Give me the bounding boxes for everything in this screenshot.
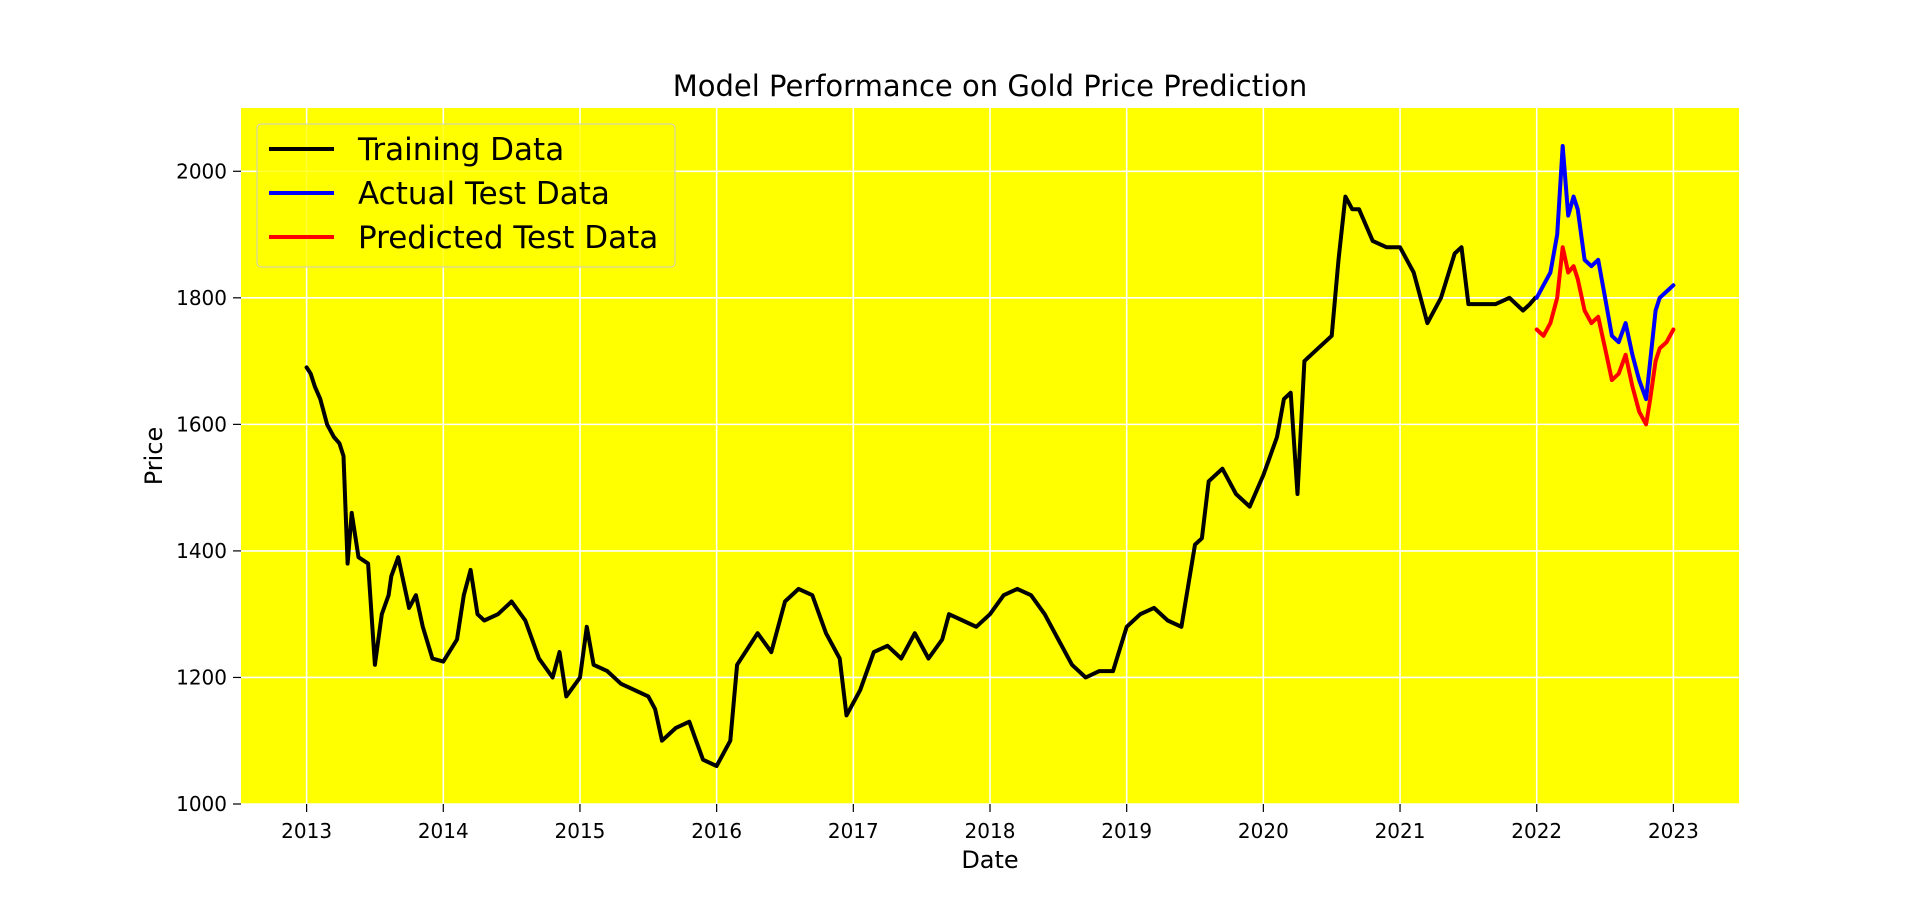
x-tick-label: 2017 — [828, 819, 879, 843]
series-line-actual-test-data — [1534, 144, 1676, 402]
legend-label-predicted-test-data: Predicted Test Data — [358, 220, 658, 256]
legend: Training Data Actual Test Data Predicted T… — [256, 123, 676, 268]
y-axis: 1000 1200 1400 1600 1800 2000 — [176, 159, 241, 816]
series-line-predicted-test-data — [1534, 245, 1676, 427]
y-tick-label: 1200 — [176, 665, 227, 689]
legend-box — [256, 123, 676, 268]
x-tick-label: 2019 — [1101, 819, 1152, 843]
x-tick-label: 2016 — [691, 819, 742, 843]
legend-label-actual-test-data: Actual Test Data — [358, 176, 610, 212]
x-tick-label: 2023 — [1648, 819, 1699, 843]
x-tick-label: 2015 — [555, 819, 606, 843]
y-axis-label: Price — [140, 427, 168, 486]
x-tick-label: 2013 — [281, 819, 332, 843]
y-tick-label: 2000 — [176, 159, 227, 183]
x-tick-label: 2014 — [418, 819, 469, 843]
y-tick-label: 1000 — [176, 792, 227, 816]
y-tick-label: 1400 — [176, 539, 227, 563]
x-axis-label: Date — [961, 846, 1018, 874]
x-tick-label: 2022 — [1511, 819, 1562, 843]
legend-label-training-data: Training Data — [357, 132, 564, 168]
x-tick-label: 2018 — [965, 819, 1016, 843]
chart-title: Model Performance on Gold Price Predicti… — [673, 69, 1308, 103]
x-axis: 2013 2014 2015 2016 2017 2018 2019 2020 2021 2022… — [281, 804, 1699, 843]
x-tick-label: 2021 — [1375, 819, 1426, 843]
series-layer — [304, 144, 1676, 768]
series-line-training-data — [304, 194, 1538, 768]
y-tick-label: 1600 — [176, 412, 227, 436]
y-tick-label: 1800 — [176, 286, 227, 310]
x-tick-label: 2020 — [1238, 819, 1289, 843]
